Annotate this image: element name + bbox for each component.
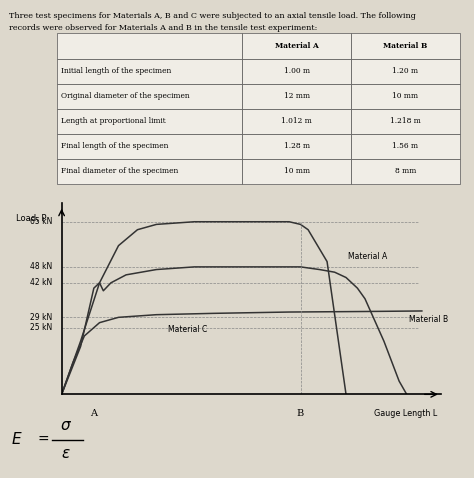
- Text: Final diameter of the specimen: Final diameter of the specimen: [61, 167, 178, 175]
- Bar: [242, 159, 351, 184]
- Text: Material A: Material A: [274, 42, 319, 50]
- Text: Material B: Material B: [409, 315, 448, 325]
- Bar: [242, 134, 351, 159]
- Text: σ: σ: [60, 419, 70, 434]
- Bar: [242, 33, 351, 59]
- Text: 29 kN: 29 kN: [30, 313, 52, 322]
- Text: Initial length of the specimen: Initial length of the specimen: [61, 67, 171, 75]
- Text: 10 mm: 10 mm: [392, 92, 419, 100]
- Text: 1.20 m: 1.20 m: [392, 67, 419, 75]
- Text: Three test specimens for Materials A, B and C were subjected to an axial tensile: Three test specimens for Materials A, B …: [9, 12, 416, 20]
- Text: 48 kN: 48 kN: [30, 262, 52, 272]
- Text: 12 mm: 12 mm: [283, 92, 310, 100]
- Text: 25 kN: 25 kN: [30, 324, 52, 333]
- Text: Length at proportional limit: Length at proportional limit: [61, 117, 165, 125]
- Text: B: B: [297, 409, 304, 418]
- Bar: [57, 84, 242, 109]
- Text: Final length of the specimen: Final length of the specimen: [61, 142, 168, 151]
- Text: =: =: [38, 433, 50, 447]
- Text: records were observed for Materials A and B in the tensile test experiment:: records were observed for Materials A an…: [9, 24, 318, 32]
- Text: Gauge Length L: Gauge Length L: [374, 409, 437, 418]
- Bar: [57, 159, 242, 184]
- Text: 10 mm: 10 mm: [283, 167, 310, 175]
- Bar: [57, 109, 242, 134]
- Text: Original diameter of the specimen: Original diameter of the specimen: [61, 92, 190, 100]
- Text: 1.012 m: 1.012 m: [281, 117, 312, 125]
- Text: A: A: [91, 409, 97, 418]
- Bar: [242, 84, 351, 109]
- Bar: [57, 33, 242, 59]
- Text: Material B: Material B: [383, 42, 428, 50]
- Bar: [351, 159, 460, 184]
- Bar: [351, 109, 460, 134]
- Bar: [242, 59, 351, 84]
- Bar: [57, 134, 242, 159]
- Text: Material C: Material C: [168, 325, 207, 334]
- Bar: [351, 59, 460, 84]
- Bar: [351, 33, 460, 59]
- Text: 42 kN: 42 kN: [30, 278, 52, 287]
- Text: Material A: Material A: [348, 252, 387, 261]
- Text: 1.28 m: 1.28 m: [283, 142, 310, 151]
- Text: 65 kN: 65 kN: [30, 217, 52, 226]
- Text: 1.56 m: 1.56 m: [392, 142, 419, 151]
- Bar: [57, 59, 242, 84]
- Bar: [242, 109, 351, 134]
- Text: 1.218 m: 1.218 m: [390, 117, 421, 125]
- Text: ε: ε: [61, 446, 69, 461]
- Bar: [351, 134, 460, 159]
- Text: 1.00 m: 1.00 m: [283, 67, 310, 75]
- Text: E: E: [12, 432, 21, 447]
- Bar: [351, 84, 460, 109]
- Text: Load, P: Load, P: [16, 214, 46, 223]
- Text: 8 mm: 8 mm: [395, 167, 416, 175]
